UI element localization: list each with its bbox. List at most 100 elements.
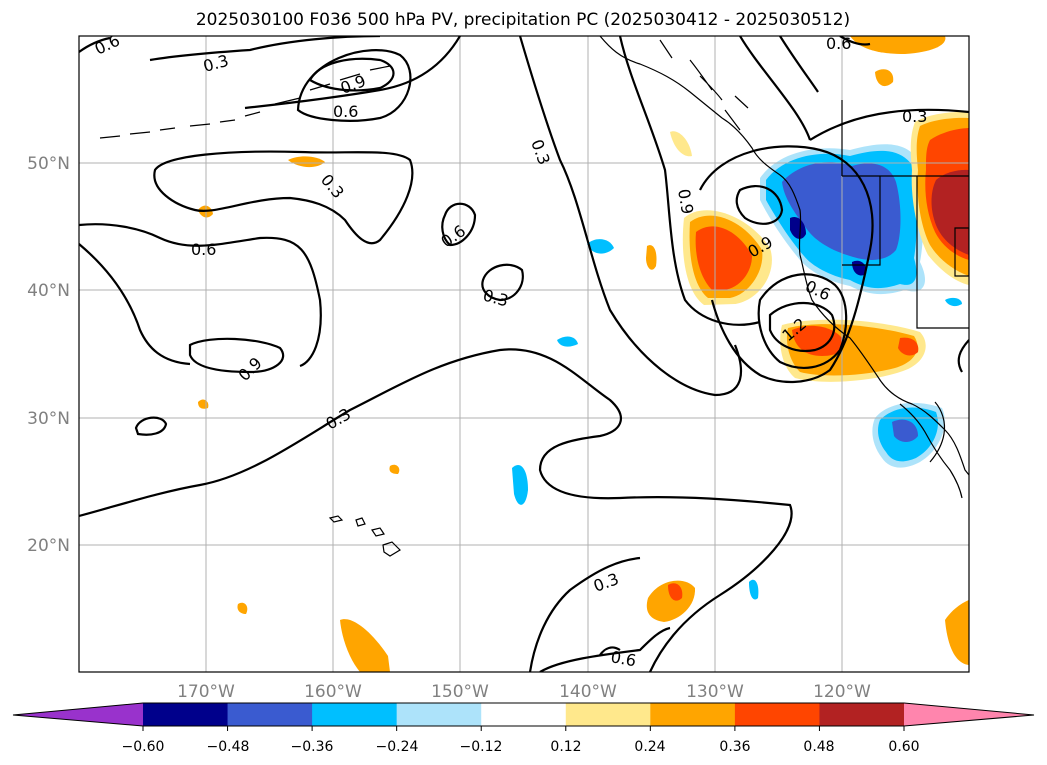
colorbar-label: 0.24	[634, 739, 665, 755]
colorbar-segment	[143, 703, 229, 726]
contour-0.9-alaska	[308, 57, 395, 92]
baja-coast	[899, 401, 963, 499]
lat-tick-labels: 50°N 40°N 30°N 20°N	[27, 154, 70, 556]
precip-patch-16	[945, 297, 962, 307]
colorbar-label: −0.12	[460, 739, 503, 755]
contour-0.6-upper	[79, 223, 322, 368]
lon-label: 120°W	[813, 682, 871, 702]
contour-0.9-low	[757, 273, 848, 369]
precip-positive-north-small	[875, 69, 894, 87]
colorbar-segment	[819, 703, 905, 726]
precip-patch-9	[340, 619, 390, 672]
contour-1.2-low	[768, 301, 836, 353]
precip-patch-6	[512, 464, 528, 505]
contour-0.9-left	[188, 337, 285, 374]
lon-label: 130°W	[686, 682, 744, 702]
canada-coast	[659, 39, 749, 131]
contour-0.3-small	[481, 263, 524, 302]
contour-0.6-loop-alaska	[296, 49, 412, 122]
precip-patch-1	[288, 156, 325, 168]
contour-0.3-small-left	[134, 416, 168, 436]
precip-patch-3	[646, 245, 657, 270]
contour-0.6-small	[441, 202, 477, 247]
map-panel: 0.6 0.3 0.9 0.6 0.3 0.6 0.3 0.6 0.9 0.3 …	[78, 34, 970, 673]
colorbar-label: −0.36	[291, 739, 334, 755]
contour-labels: 0.6 0.3 0.9 0.6 0.3 0.6 0.3 0.6 0.9 0.3 …	[92, 34, 928, 670]
contour-0.9-trough	[735, 185, 784, 225]
coastlines	[99, 36, 969, 557]
contour-0.3-north	[153, 150, 414, 245]
map-title: 2025030100 F036 500 hPa PV, precipitatio…	[196, 10, 850, 30]
colorbar-label: 0.48	[803, 739, 834, 755]
precip-positive-socal-core-east	[898, 337, 919, 356]
precip-negative-baja-core	[892, 419, 918, 442]
contour-0.3-main	[79, 348, 793, 672]
lon-label: 140°W	[559, 682, 617, 702]
colorbar-label: −0.60	[122, 739, 165, 755]
precip-negative-northwest-deep	[790, 216, 806, 239]
colorbar-label: 0.12	[550, 739, 581, 755]
precip-patch-5	[557, 336, 578, 347]
colorbar-extend-min	[13, 703, 143, 726]
hawaii-islands	[328, 515, 401, 557]
colorbar-ticks	[142, 726, 905, 731]
lat-label: 20°N	[27, 536, 70, 556]
contour-0.3-ne	[809, 108, 969, 141]
colorbar-segment	[565, 703, 651, 726]
lat-label: 50°N	[27, 154, 70, 174]
contour-label: 0.6	[826, 34, 851, 53]
colorbar-segment	[227, 703, 313, 726]
colorbar-segment	[650, 703, 736, 726]
precip-patch-12	[237, 602, 248, 614]
precip-patch-8	[668, 583, 683, 601]
colorbar-segment	[481, 703, 567, 726]
contour-label: 0.6	[333, 102, 358, 121]
colorbar-label: 0.36	[719, 739, 750, 755]
lon-label: 170°W	[177, 682, 235, 702]
colorbar-label: 0.60	[888, 739, 919, 755]
lat-label: 30°N	[27, 409, 70, 429]
precip-patch-15	[670, 131, 692, 157]
precip-positive-offshore-core	[695, 226, 752, 290]
precip-shading	[198, 36, 969, 672]
precip-patch-7	[646, 580, 696, 622]
colorbar-segments	[13, 703, 1034, 726]
lon-tick-labels: 170°W 160°W 150°W 140°W 130°W 120°W	[177, 682, 871, 702]
contour-0.3-arc	[149, 36, 461, 110]
colorbar-segment	[312, 703, 398, 726]
contour-0.6-ne	[839, 36, 871, 46]
colorbar: −0.60 −0.48 −0.36 −0.24 −0.12 0.12 0.24 …	[12, 702, 1035, 755]
colorbar-extend-max	[904, 703, 1034, 726]
pv-contours	[79, 36, 969, 672]
colorbar-segment	[734, 703, 820, 726]
contour-0.6-small-nw	[79, 36, 111, 53]
map-frame	[78, 35, 970, 673]
colorbar-label: −0.24	[376, 739, 419, 755]
precip-positive-north	[850, 36, 946, 54]
contour-label: 0.3	[902, 107, 927, 126]
contour-0.6-center	[618, 36, 761, 326]
alaska-coast	[599, 36, 969, 476]
contour-0.6-left	[79, 243, 191, 366]
precip-positive-socal-core	[792, 325, 844, 356]
contour-0.3-lower	[528, 556, 641, 672]
colorbar-label: −0.48	[207, 739, 250, 755]
aleutian-chain	[99, 65, 391, 139]
precip-patch-11	[749, 579, 759, 600]
contour-0.3-center	[518, 36, 743, 397]
contour-label: 0.6	[191, 240, 216, 259]
colorbar-segment	[396, 703, 482, 726]
contour-pv-low	[699, 145, 874, 384]
precip-positive-interior-deep	[931, 169, 969, 255]
contour-0.6-right-edge	[957, 339, 969, 373]
contour-0.6-se	[539, 626, 671, 672]
colorbar-tick-labels: −0.60 −0.48 −0.36 −0.24 −0.12 0.12 0.24 …	[122, 739, 920, 755]
precip-patch-14	[389, 464, 400, 474]
precip-negative-northwest-core	[782, 162, 901, 260]
lon-label: 160°W	[304, 682, 362, 702]
precip-patch-10	[945, 600, 969, 665]
us-borders	[841, 100, 969, 329]
lat-label: 40°N	[27, 281, 70, 301]
lon-label: 150°W	[431, 682, 489, 702]
